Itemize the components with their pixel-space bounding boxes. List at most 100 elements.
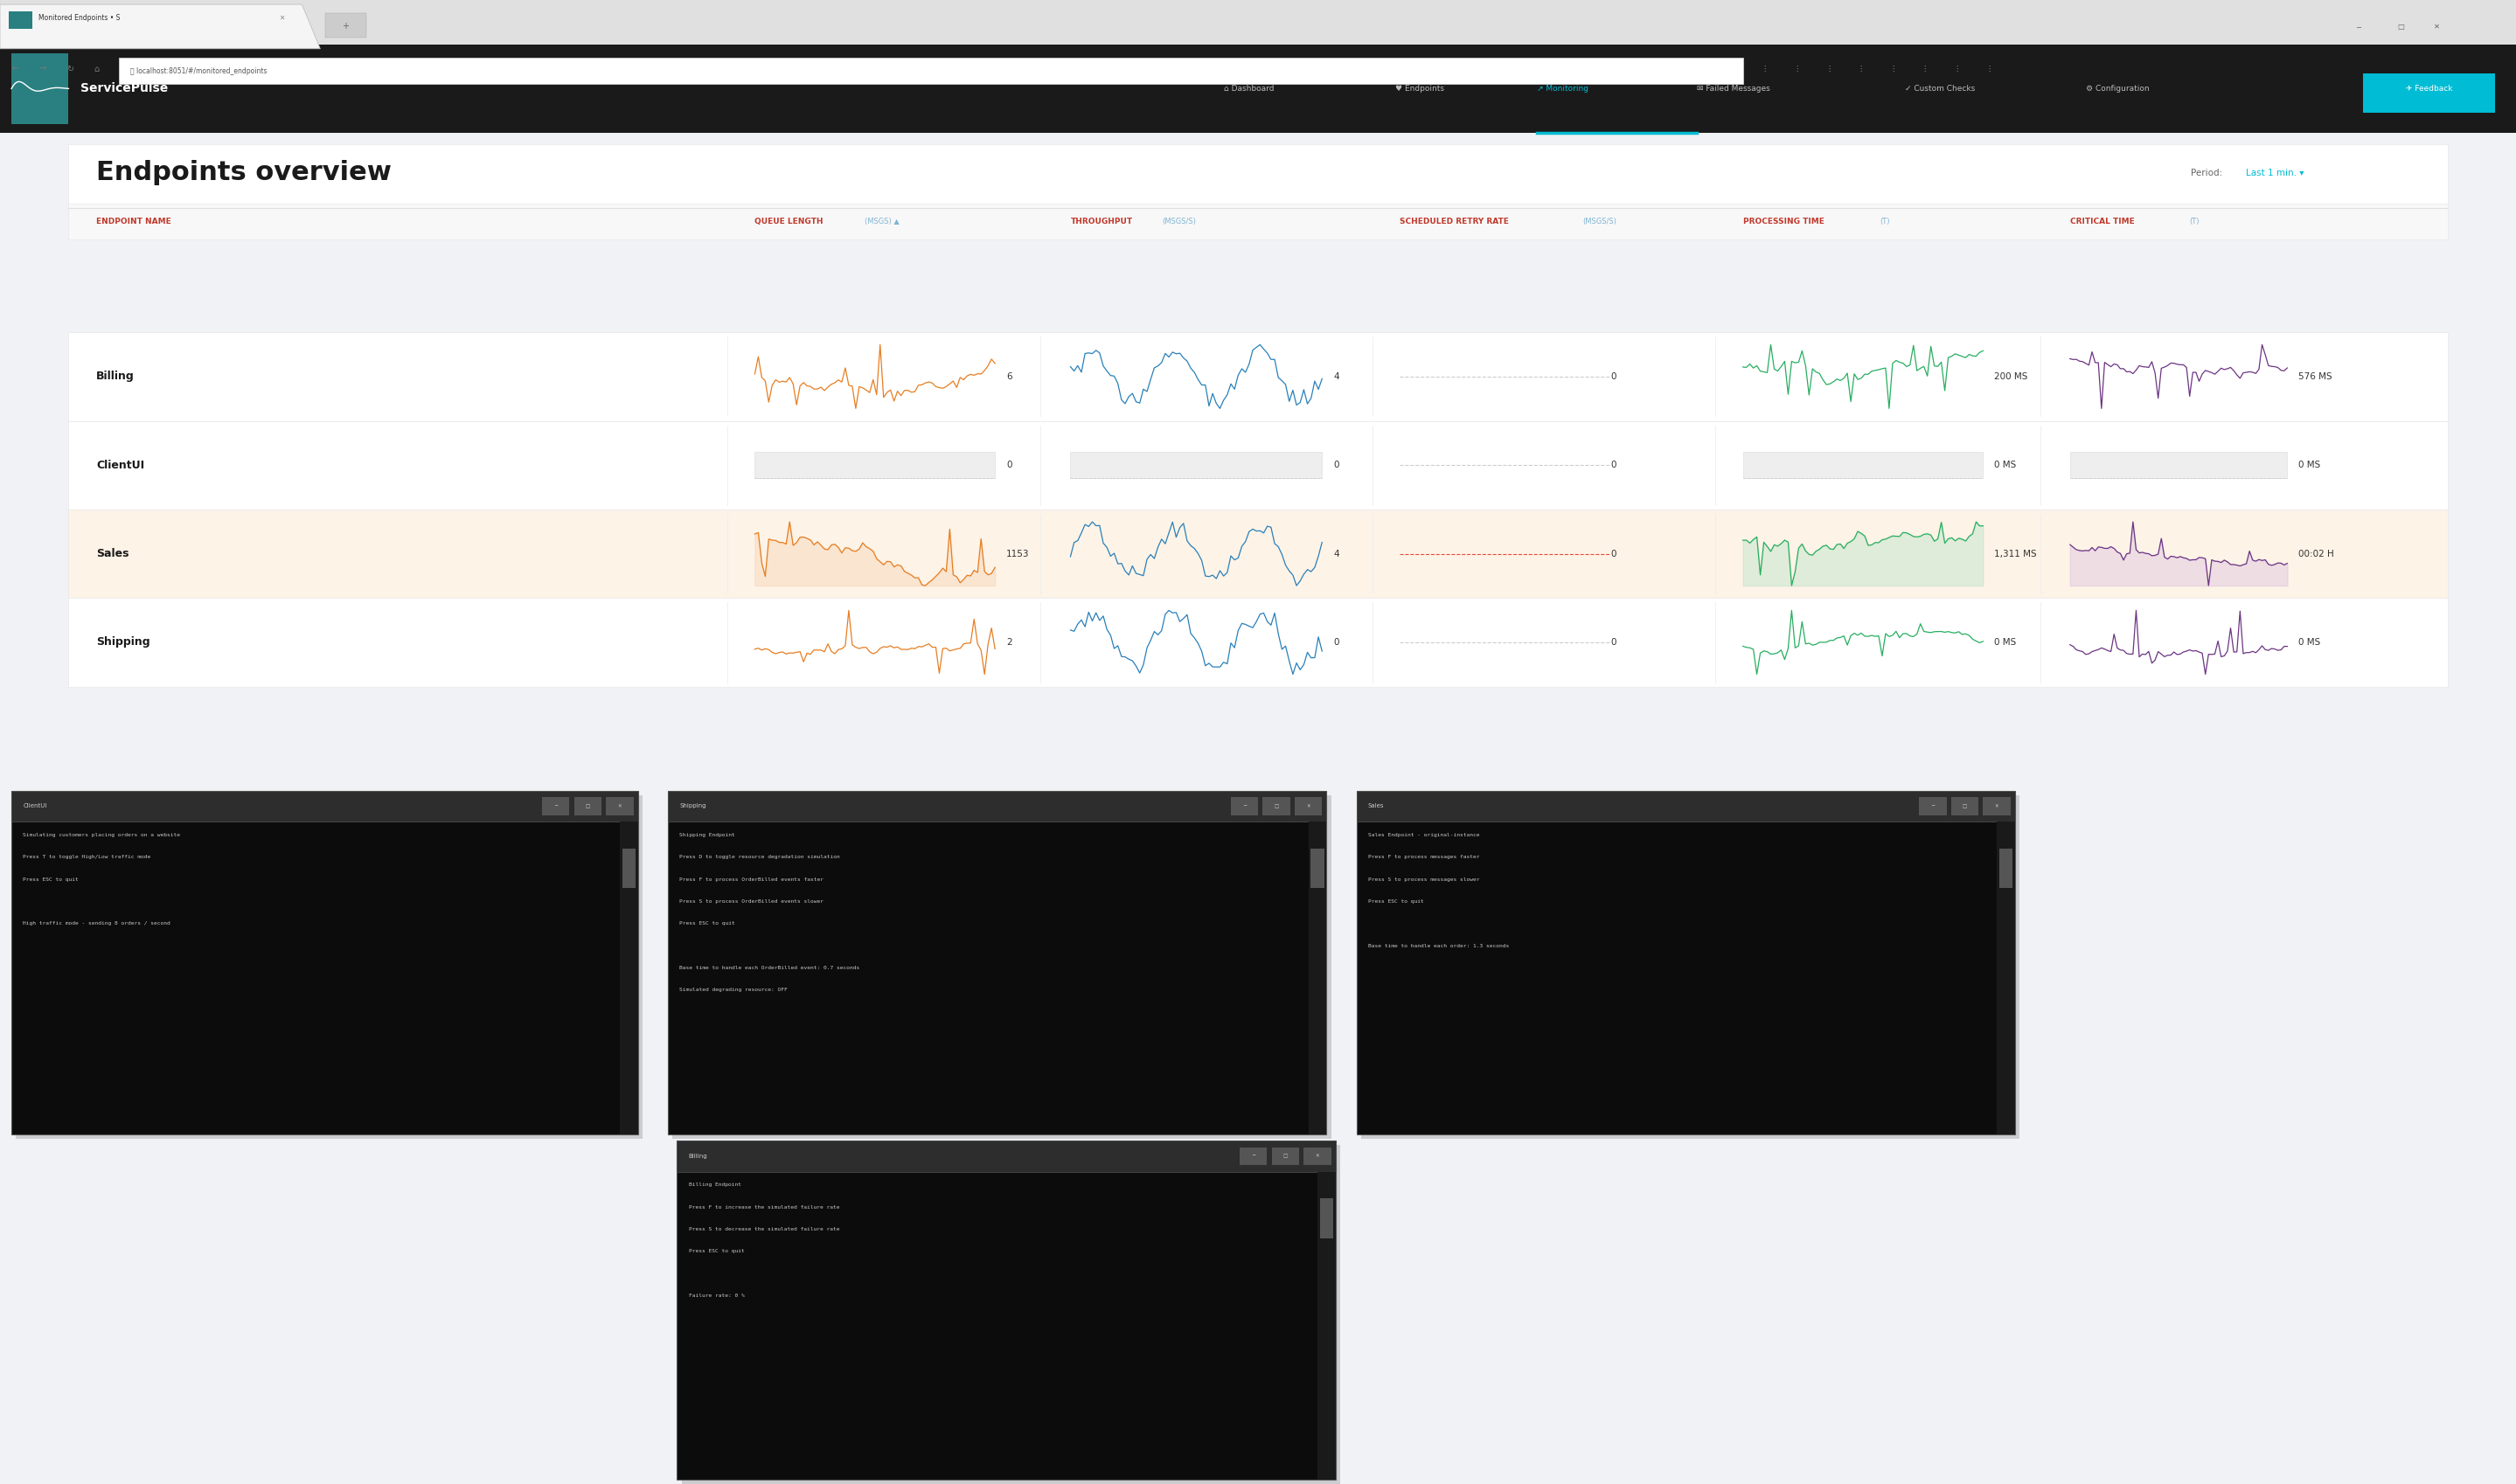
Text: ─: ─: [1253, 1155, 1255, 1159]
Bar: [2000, 849, 2013, 889]
Text: CRITICAL TIME: CRITICAL TIME: [2071, 218, 2134, 226]
Text: ClientUI: ClientUI: [96, 460, 143, 470]
Bar: [0, 0, 2516, 49]
Text: ─: ─: [2355, 22, 2360, 31]
Text: Press D to toggle resource degradation simulation: Press D to toggle resource degradation s…: [679, 855, 840, 859]
Text: 4: 4: [1333, 549, 1339, 558]
Bar: [10, 10, 33, 28]
Text: Monitored Endpoints • S: Monitored Endpoints • S: [38, 13, 121, 22]
Text: ⋮: ⋮: [1794, 65, 1801, 73]
Text: THROUGHPUT: THROUGHPUT: [1069, 218, 1132, 226]
Bar: [325, 13, 365, 37]
Bar: [1318, 1172, 1336, 1480]
Text: Billing: Billing: [689, 1153, 707, 1159]
Text: 2: 2: [1006, 638, 1011, 647]
Text: (MSGS/S): (MSGS/S): [1162, 218, 1195, 226]
Text: ENDPOINT NAME: ENDPOINT NAME: [96, 218, 171, 226]
Text: □: □: [2398, 22, 2403, 31]
Text: 200 MS: 200 MS: [1995, 372, 2028, 381]
Text: Period:: Period:: [2191, 168, 2224, 177]
Text: ⋮: ⋮: [1857, 65, 1864, 73]
Text: 0: 0: [1333, 460, 1339, 469]
Text: ✕: ✕: [2433, 22, 2441, 31]
Text: ClientUI: ClientUI: [23, 804, 48, 809]
Bar: [541, 797, 569, 815]
Text: ServicePulse: ServicePulse: [81, 83, 169, 95]
Text: 4: 4: [1333, 372, 1339, 381]
Bar: [0, 49, 2516, 89]
Text: 576 MS: 576 MS: [2300, 372, 2332, 381]
Text: □: □: [1283, 1155, 1288, 1159]
Text: Simulated degrading resource: OFF: Simulated degrading resource: OFF: [679, 988, 788, 993]
Bar: [682, 1146, 1341, 1484]
Text: Billing: Billing: [96, 371, 133, 383]
Bar: [0, 45, 2516, 134]
Bar: [1920, 797, 1947, 815]
Bar: [1744, 451, 1983, 478]
Text: Press S to process messages slower: Press S to process messages slower: [1369, 877, 1479, 881]
Bar: [1230, 797, 1258, 815]
Text: 00:02 H: 00:02 H: [2300, 549, 2335, 558]
Text: Base time to handle each OrderBilled event: 0.7 seconds: Base time to handle each OrderBilled eve…: [679, 966, 860, 971]
Text: Press F to increase the simulated failure rate: Press F to increase the simulated failur…: [689, 1205, 840, 1209]
Bar: [118, 58, 1744, 85]
Text: ✈ Feedback: ✈ Feedback: [2405, 85, 2453, 92]
Text: ⋮: ⋮: [1985, 65, 1993, 73]
Text: SCHEDULED RETRY RATE: SCHEDULED RETRY RATE: [1399, 218, 1510, 226]
Text: ✕: ✕: [619, 804, 621, 809]
Bar: [13, 791, 639, 1134]
Text: 0: 0: [1333, 638, 1339, 647]
Bar: [1263, 797, 1291, 815]
Bar: [1356, 791, 2015, 822]
Text: ⋮: ⋮: [1952, 65, 1960, 73]
Text: ─: ─: [554, 804, 556, 809]
Text: ✕: ✕: [1316, 1155, 1318, 1159]
Text: 0: 0: [1610, 549, 1615, 558]
Text: Press F to process messages faster: Press F to process messages faster: [1369, 855, 1479, 859]
Text: Press S to decrease the simulated failure rate: Press S to decrease the simulated failur…: [689, 1227, 840, 1232]
Text: Shipping Endpoint: Shipping Endpoint: [679, 833, 735, 837]
Text: Press ESC to quit: Press ESC to quit: [23, 877, 78, 881]
Bar: [1240, 1147, 1268, 1165]
Text: ─: ─: [1243, 804, 1245, 809]
Text: Press ESC to quit: Press ESC to quit: [679, 922, 735, 926]
Text: Endpoints overview: Endpoints overview: [96, 160, 392, 186]
Bar: [1321, 1198, 1333, 1238]
Text: ←: ←: [13, 64, 18, 73]
Bar: [667, 791, 1326, 1134]
Text: PROCESSING TIME: PROCESSING TIME: [1744, 218, 1824, 226]
Text: ✕: ✕: [1306, 804, 1311, 809]
Bar: [13, 791, 639, 822]
Bar: [68, 509, 2448, 598]
Text: 0: 0: [1610, 638, 1615, 647]
Text: ↗ Monitoring: ↗ Monitoring: [1537, 85, 1588, 92]
Bar: [574, 797, 601, 815]
Bar: [68, 332, 2448, 421]
Bar: [68, 144, 2448, 221]
Text: ⋮: ⋮: [1824, 65, 1832, 73]
Text: (MSGS/S): (MSGS/S): [1583, 218, 1618, 226]
Text: ✓ Custom Checks: ✓ Custom Checks: [1905, 85, 1975, 92]
Bar: [1983, 797, 2010, 815]
Text: Billing Endpoint: Billing Endpoint: [689, 1183, 740, 1187]
Text: □: □: [1273, 804, 1278, 809]
Text: 0 MS: 0 MS: [1995, 638, 2018, 647]
Bar: [15, 795, 642, 1138]
Text: ⋮: ⋮: [1761, 65, 1769, 73]
Text: Shipping: Shipping: [96, 637, 151, 649]
Bar: [13, 53, 68, 125]
Bar: [1069, 451, 1321, 478]
Text: Press ESC to quit: Press ESC to quit: [689, 1250, 745, 1254]
Text: 0 MS: 0 MS: [1995, 460, 2018, 469]
Text: Sales: Sales: [1369, 804, 1384, 809]
Text: ↻: ↻: [65, 64, 73, 73]
Text: Base time to handle each order: 1.3 seconds: Base time to handle each order: 1.3 seco…: [1369, 944, 1510, 948]
Bar: [2071, 451, 2287, 478]
Bar: [1271, 1147, 1298, 1165]
Text: 1153: 1153: [1006, 549, 1029, 558]
Bar: [1998, 822, 2015, 1134]
Bar: [68, 421, 2448, 509]
Text: 🔒 localhost:8051/#/monitored_endpoints: 🔒 localhost:8051/#/monitored_endpoints: [131, 67, 267, 74]
Text: Shipping: Shipping: [679, 804, 707, 809]
Text: Failure rate: 0 %: Failure rate: 0 %: [689, 1294, 745, 1298]
